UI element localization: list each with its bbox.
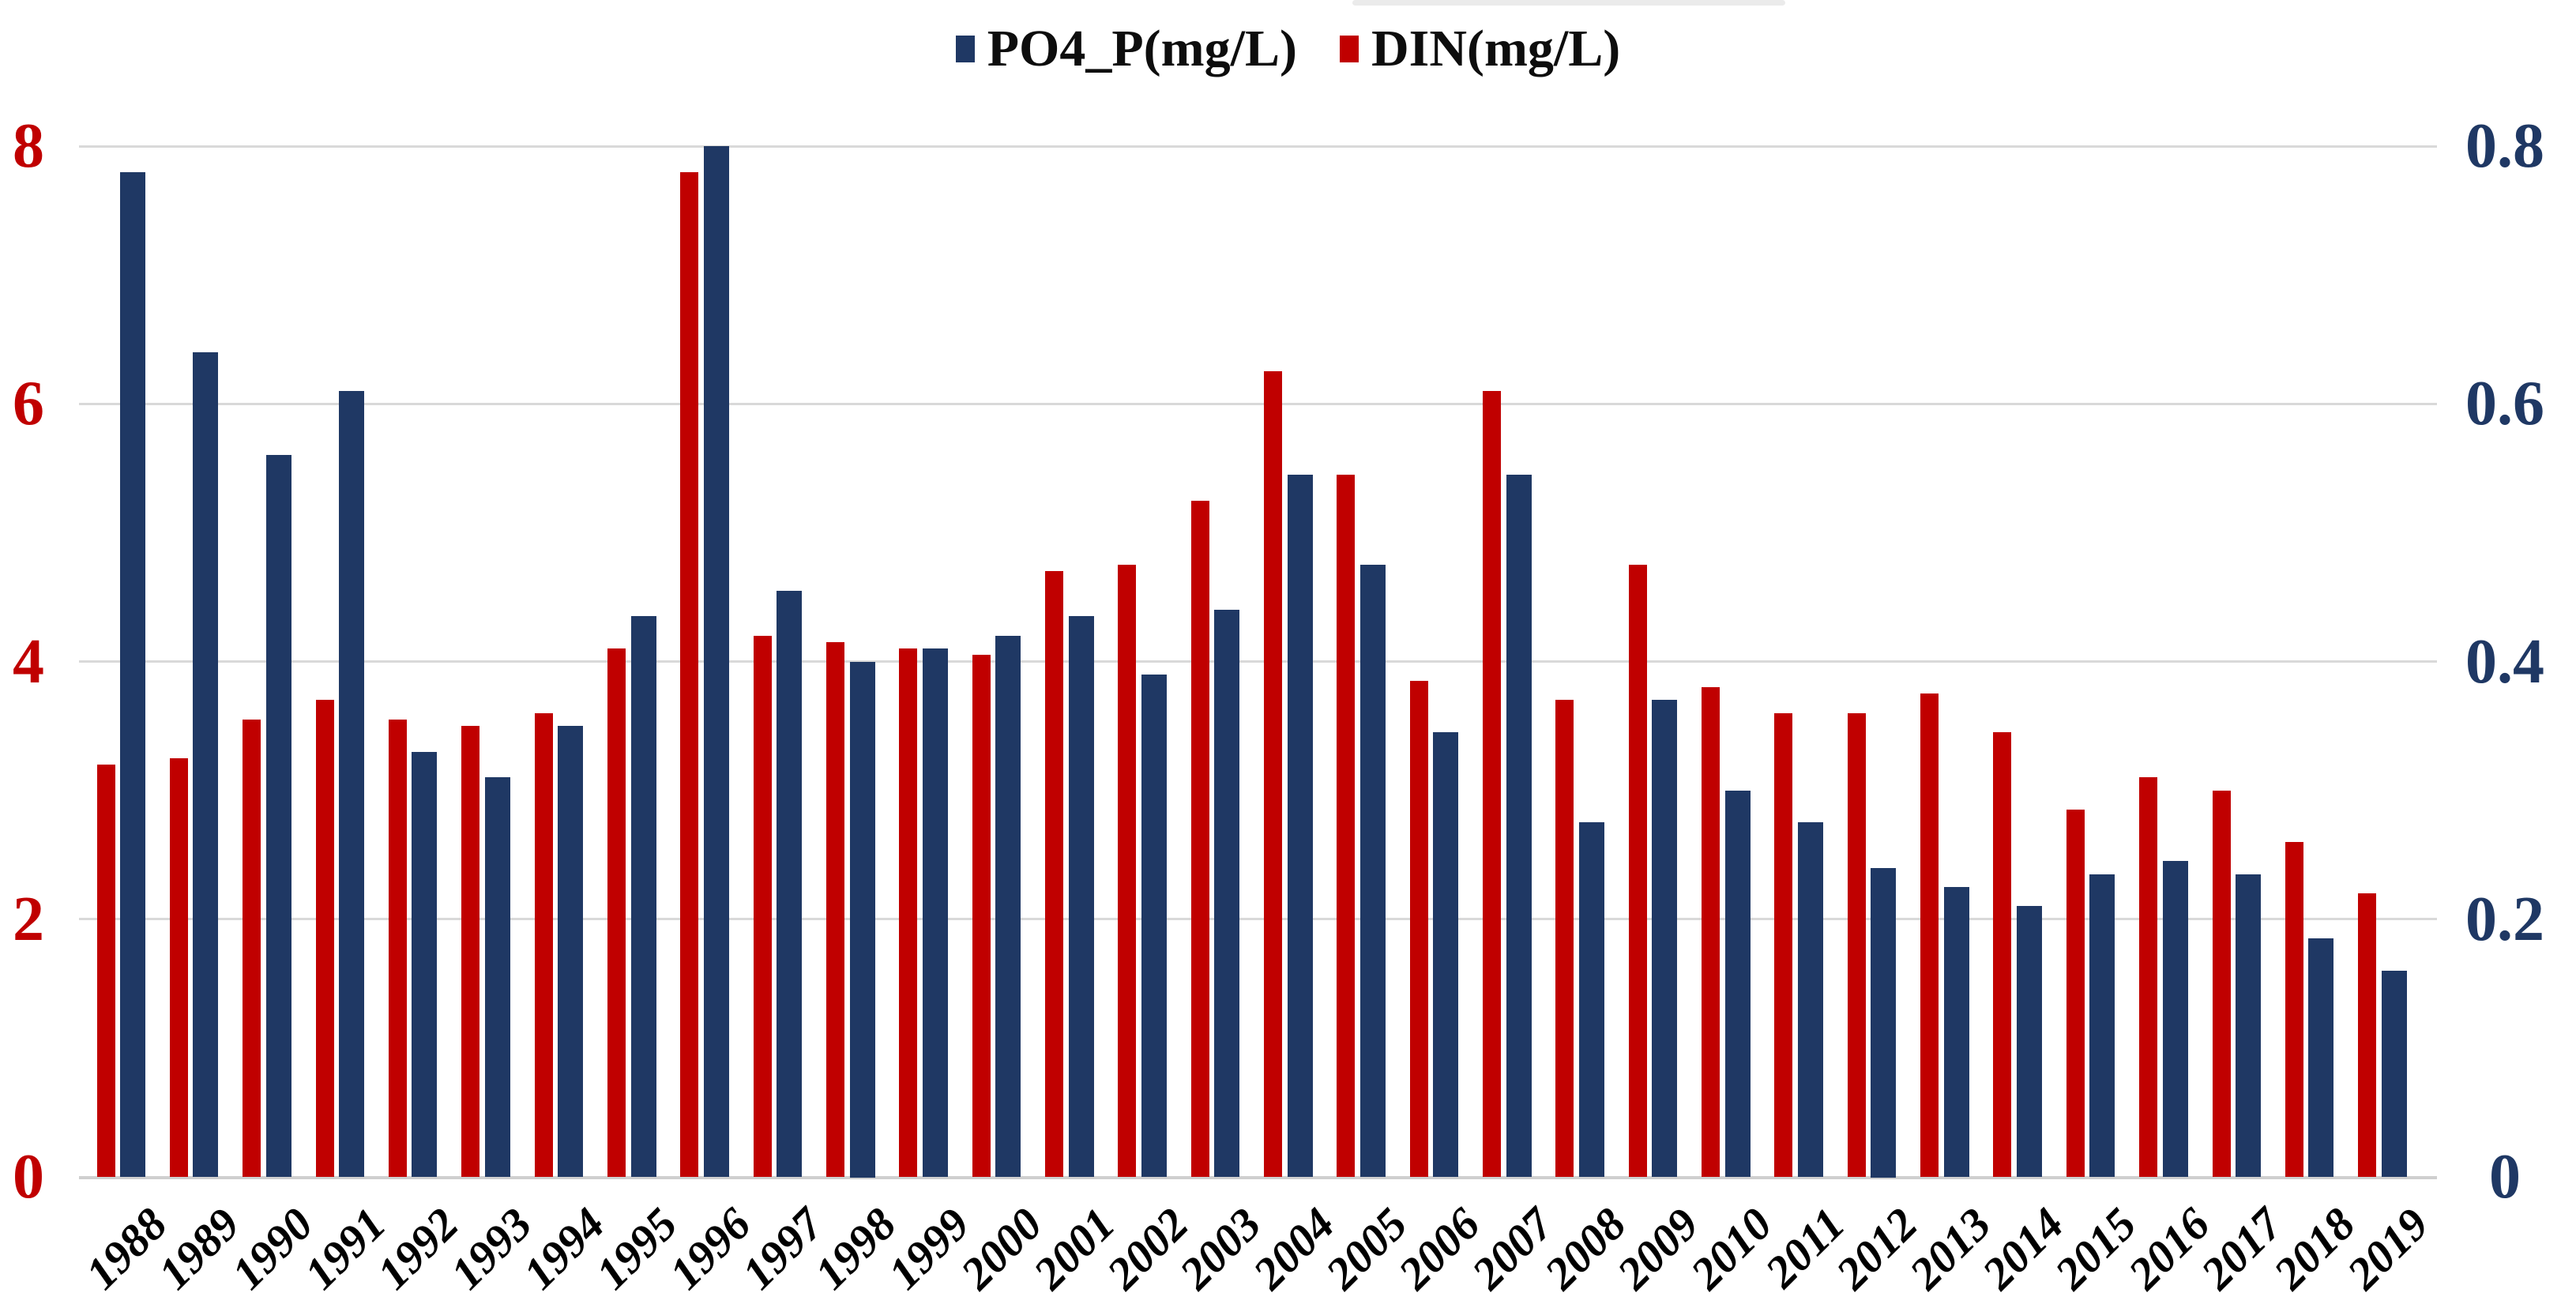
bar-po4-1998	[850, 662, 875, 1178]
bar-po4-1994	[558, 726, 583, 1177]
y-axis-left-tick-8: 8	[13, 111, 44, 181]
bar-din-2002	[1118, 565, 1136, 1177]
bar-din-2016	[2139, 777, 2157, 1177]
chart-legend: PO4_P(mg/L) DIN(mg/L)	[0, 19, 2576, 79]
bar-po4-1997	[777, 591, 802, 1177]
bar-po4-2001	[1069, 616, 1094, 1177]
bar-din-1994	[535, 713, 553, 1177]
x-axis-baseline	[79, 1176, 2437, 1179]
bar-po4-2013	[1944, 887, 1969, 1177]
bar-din-1991	[316, 700, 334, 1177]
y-axis-left-tick-2: 2	[13, 885, 44, 954]
bar-po4-2000	[995, 636, 1021, 1177]
bar-din-2015	[2066, 810, 2085, 1177]
bar-po4-1992	[412, 752, 437, 1177]
bar-po4-1996	[704, 146, 729, 1177]
bar-po4-2012	[1871, 868, 1896, 1178]
bar-po4-1999	[923, 648, 948, 1177]
bar-po4-1991	[339, 391, 364, 1177]
y-axis-left-tick-0: 0	[13, 1142, 44, 1212]
bar-din-2003	[1191, 501, 1209, 1177]
bar-din-1997	[754, 636, 772, 1177]
bar-din-2018	[2285, 842, 2303, 1177]
gridline	[79, 145, 2437, 148]
bar-din-2005	[1337, 475, 1355, 1177]
bar-din-1995	[607, 648, 626, 1177]
bar-po4-1995	[631, 616, 656, 1177]
bar-po4-2004	[1288, 475, 1313, 1177]
bar-po4-1989	[193, 352, 218, 1177]
bar-po4-2015	[2089, 874, 2115, 1177]
bar-din-1998	[826, 642, 844, 1177]
bar-po4-2003	[1214, 610, 1239, 1177]
gridline	[79, 660, 2437, 663]
legend-label-din: DIN(mg/L)	[1371, 20, 1621, 77]
din-series-swatch-icon	[1339, 36, 1359, 62]
po4-series-swatch-icon	[955, 36, 975, 62]
y-axis-right-tick-0.8: 0.8	[2465, 111, 2544, 181]
bar-din-2014	[1993, 732, 2011, 1177]
bar-po4-2011	[1798, 822, 1823, 1177]
bar-din-2019	[2358, 893, 2376, 1177]
y-axis-right-tick-0.2: 0.2	[2465, 885, 2544, 954]
bar-din-2012	[1848, 713, 1866, 1177]
gridline	[79, 403, 2437, 405]
bar-po4-2018	[2308, 938, 2333, 1177]
bar-din-2017	[2213, 791, 2231, 1177]
bar-po4-2007	[1506, 475, 1532, 1177]
y-axis-right-tick-0: 0	[2489, 1142, 2521, 1212]
bar-po4-2019	[2382, 971, 2407, 1177]
bar-din-2007	[1483, 391, 1501, 1177]
bar-din-1993	[461, 726, 479, 1177]
legend-item-din: DIN(mg/L)	[1339, 19, 1621, 79]
bar-po4-2005	[1360, 565, 1386, 1177]
bar-din-1989	[170, 758, 188, 1177]
bar-po4-2014	[2017, 906, 2042, 1177]
y-axis-left-tick-6: 6	[13, 369, 44, 438]
bar-po4-2008	[1579, 822, 1604, 1177]
gridline	[79, 918, 2437, 920]
y-axis-right-tick-0.6: 0.6	[2465, 369, 2544, 438]
bar-din-1996	[680, 172, 698, 1177]
bar-po4-2009	[1652, 700, 1677, 1177]
bar-po4-2017	[2236, 874, 2261, 1177]
bar-din-2008	[1555, 700, 1574, 1177]
bar-din-2009	[1629, 565, 1647, 1177]
bar-din-2006	[1410, 681, 1428, 1177]
legend-label-po4: PO4_P(mg/L)	[987, 20, 1297, 77]
bar-po4-1988	[120, 172, 145, 1177]
bar-din-1992	[389, 720, 407, 1177]
y-axis-right-tick-0.4: 0.4	[2465, 627, 2544, 697]
bar-po4-2010	[1725, 791, 1751, 1177]
bar-din-2004	[1264, 371, 1282, 1177]
bar-din-2001	[1045, 571, 1063, 1177]
y-axis-left-tick-4: 4	[13, 627, 44, 697]
bar-din-2000	[972, 655, 991, 1177]
top-artifact-bar	[1352, 0, 1785, 6]
bar-din-2011	[1774, 713, 1792, 1177]
bar-din-1990	[243, 720, 261, 1177]
bar-din-1988	[97, 765, 115, 1177]
bar-din-1999	[899, 648, 917, 1177]
bar-po4-2006	[1433, 732, 1458, 1177]
bar-din-2013	[1920, 693, 1939, 1177]
legend-item-po4: PO4_P(mg/L)	[955, 19, 1297, 79]
bar-din-2010	[1702, 687, 1720, 1177]
bar-po4-2002	[1141, 675, 1167, 1177]
bar-po4-1993	[485, 777, 510, 1177]
bar-po4-1990	[266, 455, 291, 1177]
bar-po4-2016	[2163, 861, 2188, 1177]
